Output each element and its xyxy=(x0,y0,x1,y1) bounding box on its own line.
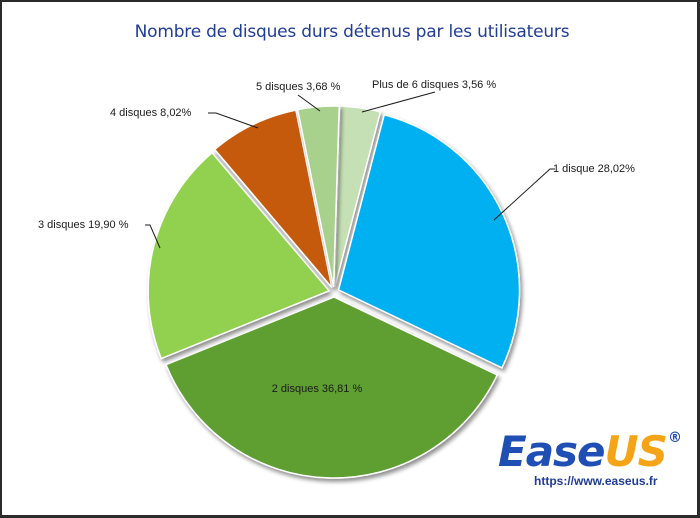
pie-slice-4-disques xyxy=(213,109,333,288)
leader-lines xyxy=(145,91,555,249)
data-label: 3 disques 19,90 % xyxy=(38,219,129,231)
data-label: 2 disques 36,81 % xyxy=(272,383,363,395)
logo-wordmark: EaseUS xyxy=(498,427,668,476)
pie-slice-3-disques xyxy=(147,151,331,360)
data-label: 4 disques 8,02% xyxy=(110,107,192,119)
data-label: 5 disques 3,68 % xyxy=(256,81,341,93)
pie-slice-2-disques xyxy=(165,296,499,479)
pie-slices xyxy=(147,105,521,479)
leader-line xyxy=(145,224,161,249)
pie-slice-1-disque xyxy=(337,113,521,369)
pie-slice-plus-de-6-disques xyxy=(333,105,382,288)
chart-title: Nombre de disques durs détenus par les u… xyxy=(134,22,570,42)
pie-slice-5-disques xyxy=(296,105,341,288)
data-labels: Plus de 6 disques 3,56 % 1 disque 28,02% 2… xyxy=(38,79,635,395)
data-label: Plus de 6 disques 3,56 % xyxy=(372,79,496,91)
logo-url: https://www.easeus.fr xyxy=(534,474,658,488)
data-label: 1 disque 28,02% xyxy=(553,163,635,175)
leader-line xyxy=(208,112,259,129)
leader-line xyxy=(361,91,436,113)
easeus-logo: EaseUS ® https://www.easeus.fr xyxy=(498,427,688,489)
leader-line xyxy=(297,94,321,112)
leader-line xyxy=(493,168,555,221)
registered-mark-icon: ® xyxy=(668,430,682,446)
